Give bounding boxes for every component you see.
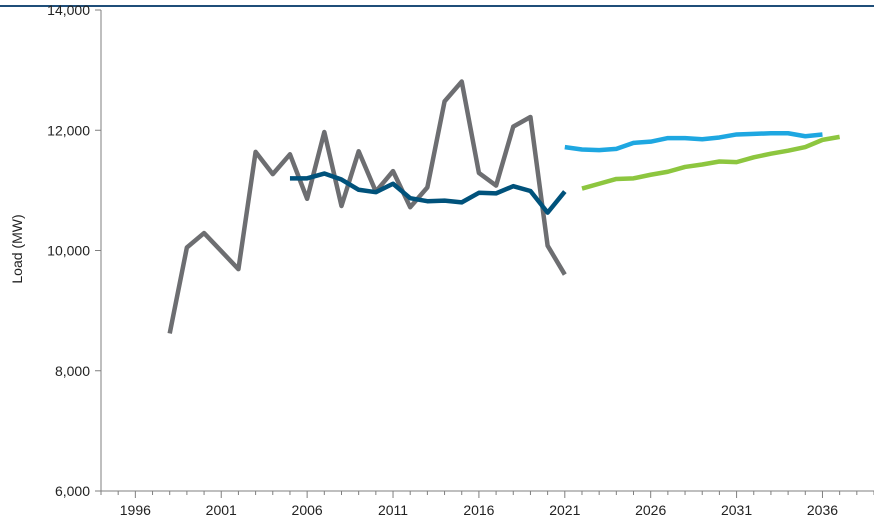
x-tick-label: 2026 — [635, 502, 666, 518]
y-axis-title: Load (MW) — [9, 214, 25, 283]
y-tick-label: 6,000 — [55, 483, 90, 499]
x-tick-label: 2021 — [549, 502, 580, 518]
x-tick-label: 2006 — [292, 502, 323, 518]
series-line-2 — [289, 171, 567, 215]
y-tick-label: 10,000 — [47, 243, 90, 259]
y-tick-label: 12,000 — [47, 122, 90, 138]
series-layer — [167, 79, 841, 334]
x-tick-label: 2031 — [721, 502, 752, 518]
y-tick-label: 14,000 — [47, 2, 90, 18]
x-tick-label: 2011 — [378, 502, 408, 518]
axes: 6,000 8,000 10,000 12,000 14,000 1996 2001 2006… — [47, 2, 874, 518]
y-tick-label: 8,000 — [55, 363, 90, 379]
series-line-4 — [581, 134, 841, 191]
x-tick-label: 2001 — [206, 502, 237, 518]
x-tick-label: 2036 — [807, 502, 838, 518]
series-line-1 — [167, 79, 567, 334]
x-tick-label: 2016 — [463, 502, 494, 518]
x-tick-label: 1996 — [120, 502, 151, 518]
series-line-3 — [564, 131, 823, 153]
